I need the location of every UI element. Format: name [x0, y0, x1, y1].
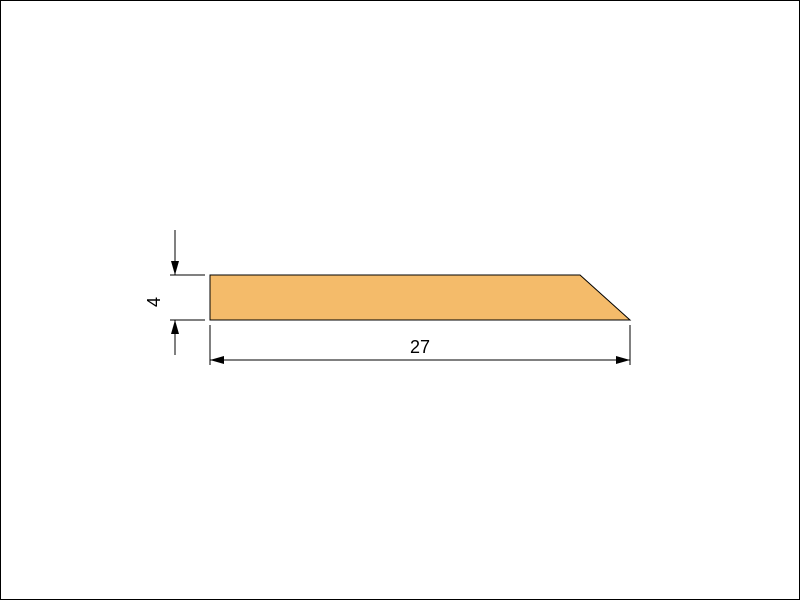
- arrowhead: [616, 356, 630, 364]
- arrowhead: [210, 356, 224, 364]
- arrowhead: [171, 261, 179, 275]
- technical-drawing: 4 27: [0, 0, 800, 600]
- height-dimension-label: 4: [144, 297, 164, 307]
- profile-shape: [210, 275, 630, 320]
- arrowhead: [171, 320, 179, 334]
- width-dimension-label: 27: [410, 337, 430, 357]
